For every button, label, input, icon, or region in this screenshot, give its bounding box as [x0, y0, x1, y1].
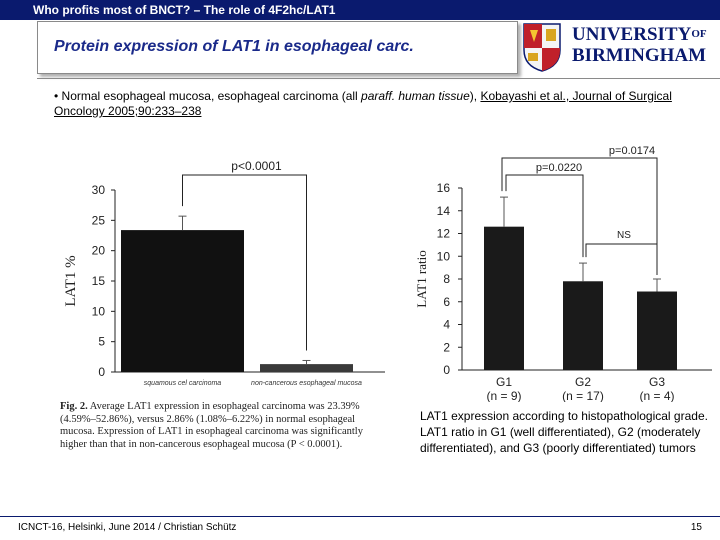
- university-crest-icon: [523, 23, 561, 72]
- x-tick-label: G2: [575, 375, 591, 389]
- y-tick-label: 0: [98, 365, 105, 379]
- p-value-label: p=0.0220: [536, 162, 582, 174]
- x-tick-sublabel: (n = 4): [639, 389, 674, 402]
- grade-caption: LAT1 expression according to histopathol…: [420, 409, 708, 455]
- top-title: Who profits most of BNCT? – The role of …: [33, 3, 336, 17]
- y-tick-label: 25: [92, 213, 106, 227]
- bullet-mid: ),: [469, 89, 481, 103]
- lat1-percent-chart: 0 5 10 15 20 25 30 LAT1 % squamous cel carcinoma…: [63, 159, 385, 387]
- x-tick-sublabel: (n = 17): [562, 389, 604, 402]
- significance-bracket: [182, 174, 307, 351]
- y-tick-label: 5: [98, 335, 105, 349]
- y-tick-label: 20: [92, 244, 106, 258]
- bullet-text: • Normal esophageal mucosa, esophageal c…: [54, 89, 714, 119]
- bar-g1: [484, 226, 524, 370]
- x-tick-label: G3: [649, 375, 665, 389]
- lat1-ratio-chart: 0 2 4 6 8 10 12 14 16 LAT1 ratio G1(n = 9) G2(n = 1…: [414, 145, 712, 402]
- university-logo: UNIVERSITYOF BIRMINGHAM: [572, 24, 714, 66]
- y-axis-label: LAT1 ratio: [414, 250, 429, 307]
- logo-of: OF: [691, 28, 707, 40]
- y-tick-label: 14: [437, 204, 451, 218]
- figure-label: Fig. 2.: [60, 401, 88, 412]
- title-divider: [37, 78, 720, 79]
- y-tick-label: 0: [443, 363, 450, 377]
- reference-link[interactable]: Kobayashi et al., Journal of Surgical On…: [54, 89, 672, 118]
- bracket-g1-g2: [505, 174, 584, 258]
- ns-label: NS: [617, 230, 631, 241]
- logo-line2: BIRMINGHAM: [572, 45, 707, 66]
- y-tick-label: 8: [443, 272, 450, 286]
- slide-title-box: Protein expression of LAT1 in esophageal…: [37, 21, 518, 74]
- footer-divider: [0, 516, 720, 517]
- figure-caption: Fig. 2. Average LAT1 expression in esoph…: [60, 401, 390, 451]
- x-tick-label: squamous cel carcinoma: [144, 380, 222, 387]
- x-tick-label: non-cancerous esophageal mucosa: [251, 380, 362, 387]
- y-tick-label: 10: [92, 304, 106, 318]
- bracket-g2-g3: [585, 243, 658, 275]
- y-axis-label: LAT1 %: [63, 255, 79, 306]
- y-tick-label: 15: [92, 274, 106, 288]
- page-number: 15: [690, 522, 702, 533]
- y-tick-label: 10: [437, 249, 451, 263]
- logo-line1: UNIVERSITY: [572, 24, 692, 45]
- x-tick-label: G1: [496, 375, 512, 389]
- x-tick-sublabel: (n = 9): [486, 389, 521, 402]
- y-tick-label: 4: [443, 318, 450, 332]
- p-value-label: p=0.0174: [609, 145, 655, 157]
- slide-title: Protein expression of LAT1 in esophageal…: [54, 38, 414, 55]
- y-tick-label: 30: [92, 183, 106, 197]
- bullet-lead: • Normal esophageal mucosa, esophageal c…: [54, 89, 362, 103]
- figure-caption-text: Average LAT1 expression in esophageal ca…: [60, 401, 363, 450]
- bar-g3: [637, 291, 677, 370]
- bar-1: [121, 230, 244, 372]
- y-tick-label: 2: [443, 340, 450, 354]
- y-tick-label: 6: [443, 295, 450, 309]
- footer-credit: ICNCT-16, Helsinki, June 2014 / Christia…: [18, 522, 237, 533]
- bar-g2: [563, 281, 603, 370]
- header-bar: Who profits most of BNCT? – The role of …: [0, 0, 720, 20]
- bracket-g1-g3: [501, 157, 658, 249]
- bar-2: [260, 364, 353, 372]
- p-value-label: p<0.0001: [231, 159, 282, 173]
- y-tick-label: 16: [437, 181, 451, 195]
- bullet-italic: paraff. human tissue: [361, 89, 470, 103]
- y-tick-label: 12: [437, 227, 451, 241]
